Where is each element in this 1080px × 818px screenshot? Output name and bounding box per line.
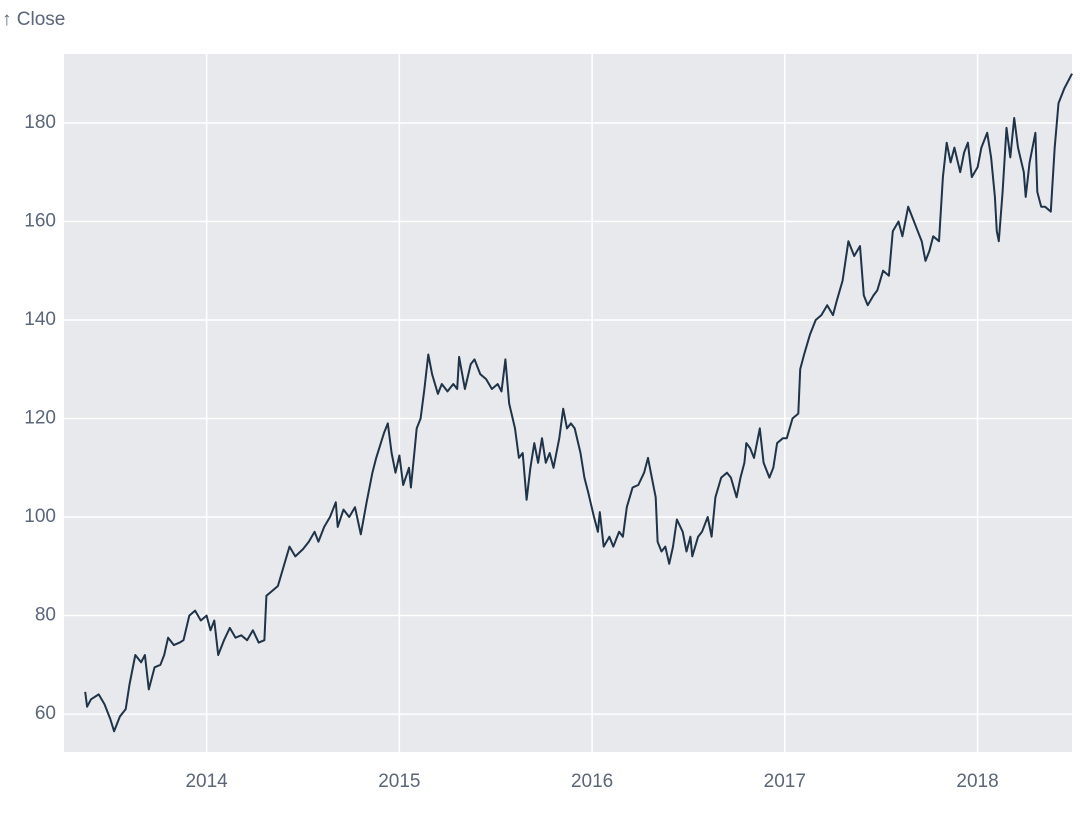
y-tick-label: 60 [35,703,56,724]
x-tick-label: 2015 [378,771,420,792]
y-tick-label: 160 [24,210,56,231]
y-tick-label: 80 [35,605,56,626]
x-tick-label: 2018 [956,771,998,792]
y-tick-label: 180 [24,112,56,133]
x-tick-label: 2016 [571,771,613,792]
y-tick-label: 140 [24,309,56,330]
y-tick-label: 120 [24,408,56,429]
plot-background [64,54,1072,752]
y-axis-label: ↑ Close [2,9,65,30]
x-tick-label: 2017 [764,771,806,792]
line [84,73,1073,733]
y-tick-label: 100 [24,506,56,527]
x-tick-label: 2014 [185,771,228,792]
